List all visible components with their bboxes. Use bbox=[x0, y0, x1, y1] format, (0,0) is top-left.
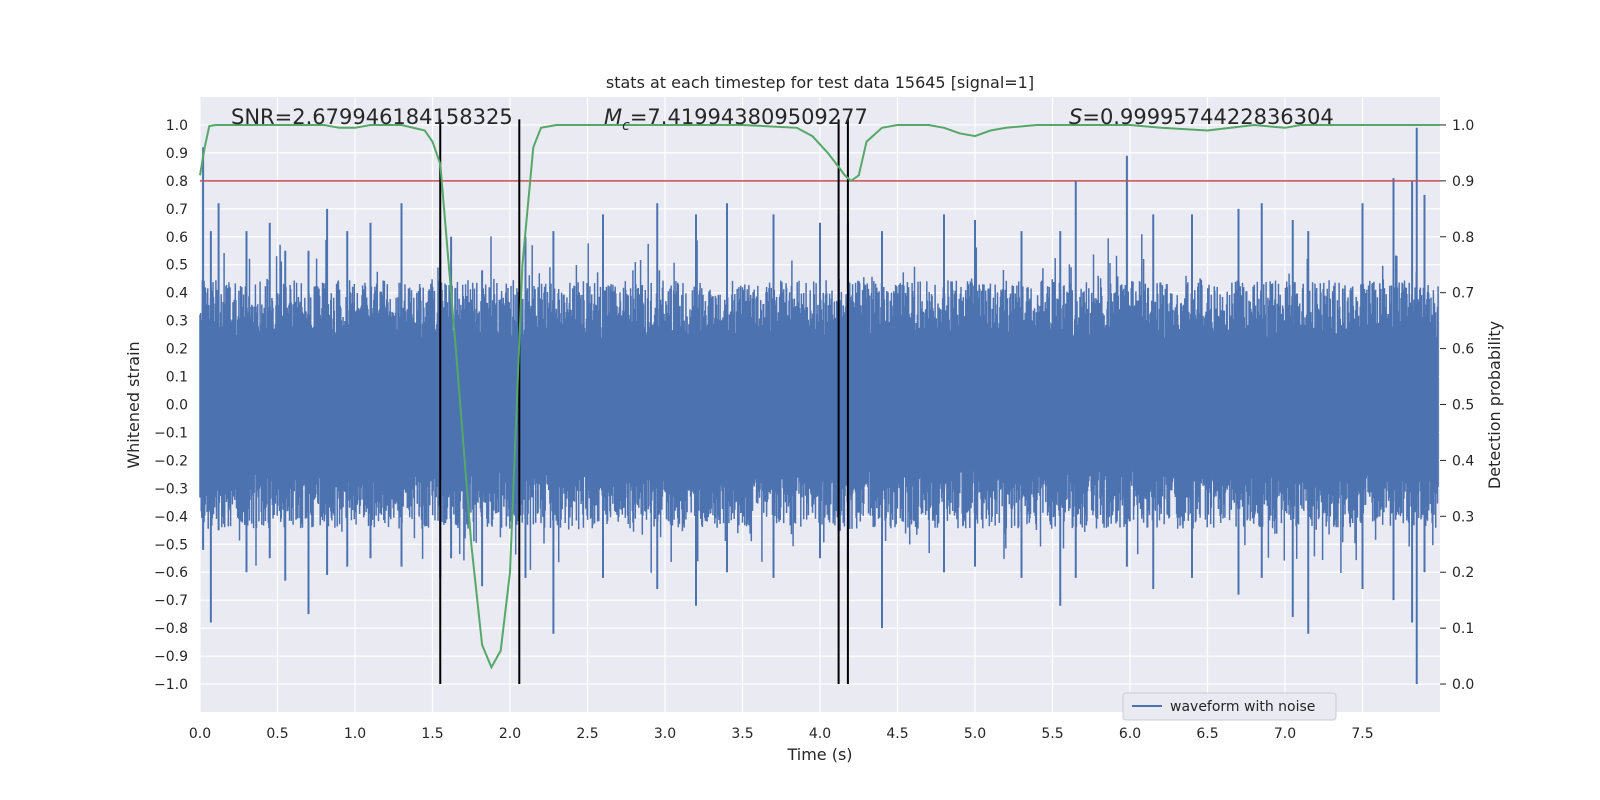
x-tick-label: 2.5 bbox=[576, 726, 598, 742]
x-tick-label: 6.0 bbox=[1119, 726, 1141, 742]
y-axis-ticks: 1.0 0.9 0.8 0.7 0.6 0.5 0.4 0.3 0.2 0.1 0.0 −0.1 −0.… bbox=[154, 118, 188, 693]
legend-label: waveform with noise bbox=[1170, 699, 1315, 715]
chirp-mass-annotation: Mc=7.419943809509277 bbox=[604, 105, 868, 134]
chart-title: stats at each timestep for test data 156… bbox=[606, 73, 1034, 92]
y-tick-label: 0.1 bbox=[166, 370, 188, 386]
x-tick-label: 5.0 bbox=[964, 726, 986, 742]
x-tick-label: 7.5 bbox=[1351, 726, 1373, 742]
score-value: =0.9999574422836304 bbox=[1082, 105, 1333, 129]
y2-tick-label: 0.8 bbox=[1452, 230, 1474, 246]
y-tick-label: 0.4 bbox=[166, 286, 188, 302]
y-tick-label: −0.5 bbox=[154, 537, 188, 553]
y-tick-label: 0.6 bbox=[166, 230, 188, 246]
y2-tick-label: 0.4 bbox=[1452, 453, 1474, 469]
y2-tick-label: 0.6 bbox=[1452, 342, 1474, 358]
y-tick-label: −0.8 bbox=[154, 621, 188, 637]
x-tick-label: 2.0 bbox=[499, 726, 521, 742]
y2-tick-label: 1.0 bbox=[1452, 118, 1474, 134]
y-tick-label: 0.0 bbox=[166, 398, 188, 414]
legend-box bbox=[1122, 692, 1337, 721]
chirp-mass-value: =7.419943809509277 bbox=[630, 105, 868, 129]
y2-tick-label: 0.1 bbox=[1452, 621, 1474, 637]
waveform-series bbox=[199, 127, 1439, 685]
chirp-mass-symbol: M bbox=[604, 105, 622, 129]
snr-annotation: SNR=2.679946184158325 bbox=[231, 105, 513, 129]
y-tick-label: −0.7 bbox=[154, 593, 188, 609]
y-tick-label: −0.6 bbox=[154, 565, 188, 581]
y-tick-label: −0.1 bbox=[154, 425, 188, 441]
waveform-noise-band bbox=[199, 234, 1439, 574]
y-tick-label: 1.0 bbox=[166, 118, 188, 134]
probability-line bbox=[199, 123, 1440, 670]
score-symbol: S bbox=[1069, 105, 1082, 129]
x-tick-label: 4.0 bbox=[809, 726, 831, 742]
y2-axis-label: Detection probability bbox=[1485, 321, 1504, 489]
y-tick-label: 0.7 bbox=[166, 202, 188, 218]
chirp-mass-subscript: c bbox=[622, 118, 630, 134]
x-tick-label: 7.0 bbox=[1274, 726, 1296, 742]
legend: waveform with noise bbox=[1122, 692, 1337, 721]
x-tick-label: 4.5 bbox=[886, 726, 908, 742]
y-tick-label: 0.8 bbox=[166, 174, 188, 190]
y-tick-label: 0.5 bbox=[166, 258, 188, 274]
y-tick-label: 0.3 bbox=[166, 314, 188, 330]
x-tick-label: 6.5 bbox=[1196, 726, 1218, 742]
y2-tick-label: 0.2 bbox=[1452, 565, 1474, 581]
x-tick-label: 1.0 bbox=[344, 726, 366, 742]
score-annotation: S=0.9999574422836304 bbox=[1069, 105, 1334, 129]
x-tick-label: 0.5 bbox=[266, 726, 288, 742]
y2-tick-label: 0.9 bbox=[1452, 174, 1474, 190]
y2-tick-label: 0.7 bbox=[1452, 286, 1474, 302]
y-tick-label: 0.2 bbox=[166, 342, 188, 358]
reference-lines bbox=[200, 119, 1440, 685]
y2-axis-ticks: 1.0 0.9 0.8 0.7 0.6 0.5 0.4 0.3 0.2 0.1 0.0 bbox=[1440, 118, 1474, 693]
x-tick-label: 5.5 bbox=[1041, 726, 1063, 742]
y2-tick-label: 0.5 bbox=[1452, 398, 1474, 414]
x-tick-label: 3.0 bbox=[654, 726, 676, 742]
x-tick-label: 3.5 bbox=[731, 726, 753, 742]
x-axis-ticks: 0.0 0.5 1.0 1.5 2.0 2.5 3.0 3.5 4.0 4.5 5.0 5.5 6.0 6… bbox=[189, 726, 1374, 742]
y-axis-label: Whitened strain bbox=[124, 341, 143, 468]
y-tick-label: −0.2 bbox=[154, 453, 188, 469]
x-tick-label: 1.5 bbox=[421, 726, 443, 742]
y2-tick-label: 0.0 bbox=[1452, 677, 1474, 693]
y-tick-label: −1.0 bbox=[154, 677, 188, 693]
y-tick-label: −0.9 bbox=[154, 649, 188, 665]
y-tick-label: −0.3 bbox=[154, 481, 188, 497]
y-tick-label: −0.4 bbox=[154, 509, 188, 525]
x-tick-label: 0.0 bbox=[189, 726, 211, 742]
y2-tick-label: 0.3 bbox=[1452, 509, 1474, 525]
x-axis-label: Time (s) bbox=[786, 745, 852, 764]
y-tick-label: 0.9 bbox=[166, 146, 188, 162]
